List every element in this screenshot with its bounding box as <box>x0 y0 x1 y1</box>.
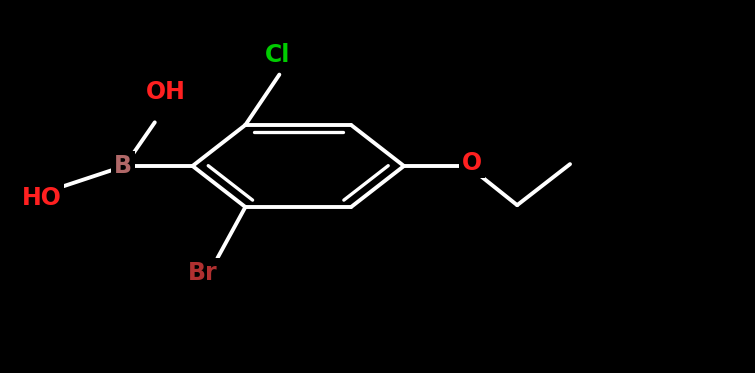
Text: Br: Br <box>187 261 217 285</box>
Text: Cl: Cl <box>265 43 291 67</box>
Text: B: B <box>114 154 132 178</box>
Text: OH: OH <box>146 81 186 104</box>
Text: O: O <box>462 151 482 175</box>
Text: HO: HO <box>22 186 61 210</box>
